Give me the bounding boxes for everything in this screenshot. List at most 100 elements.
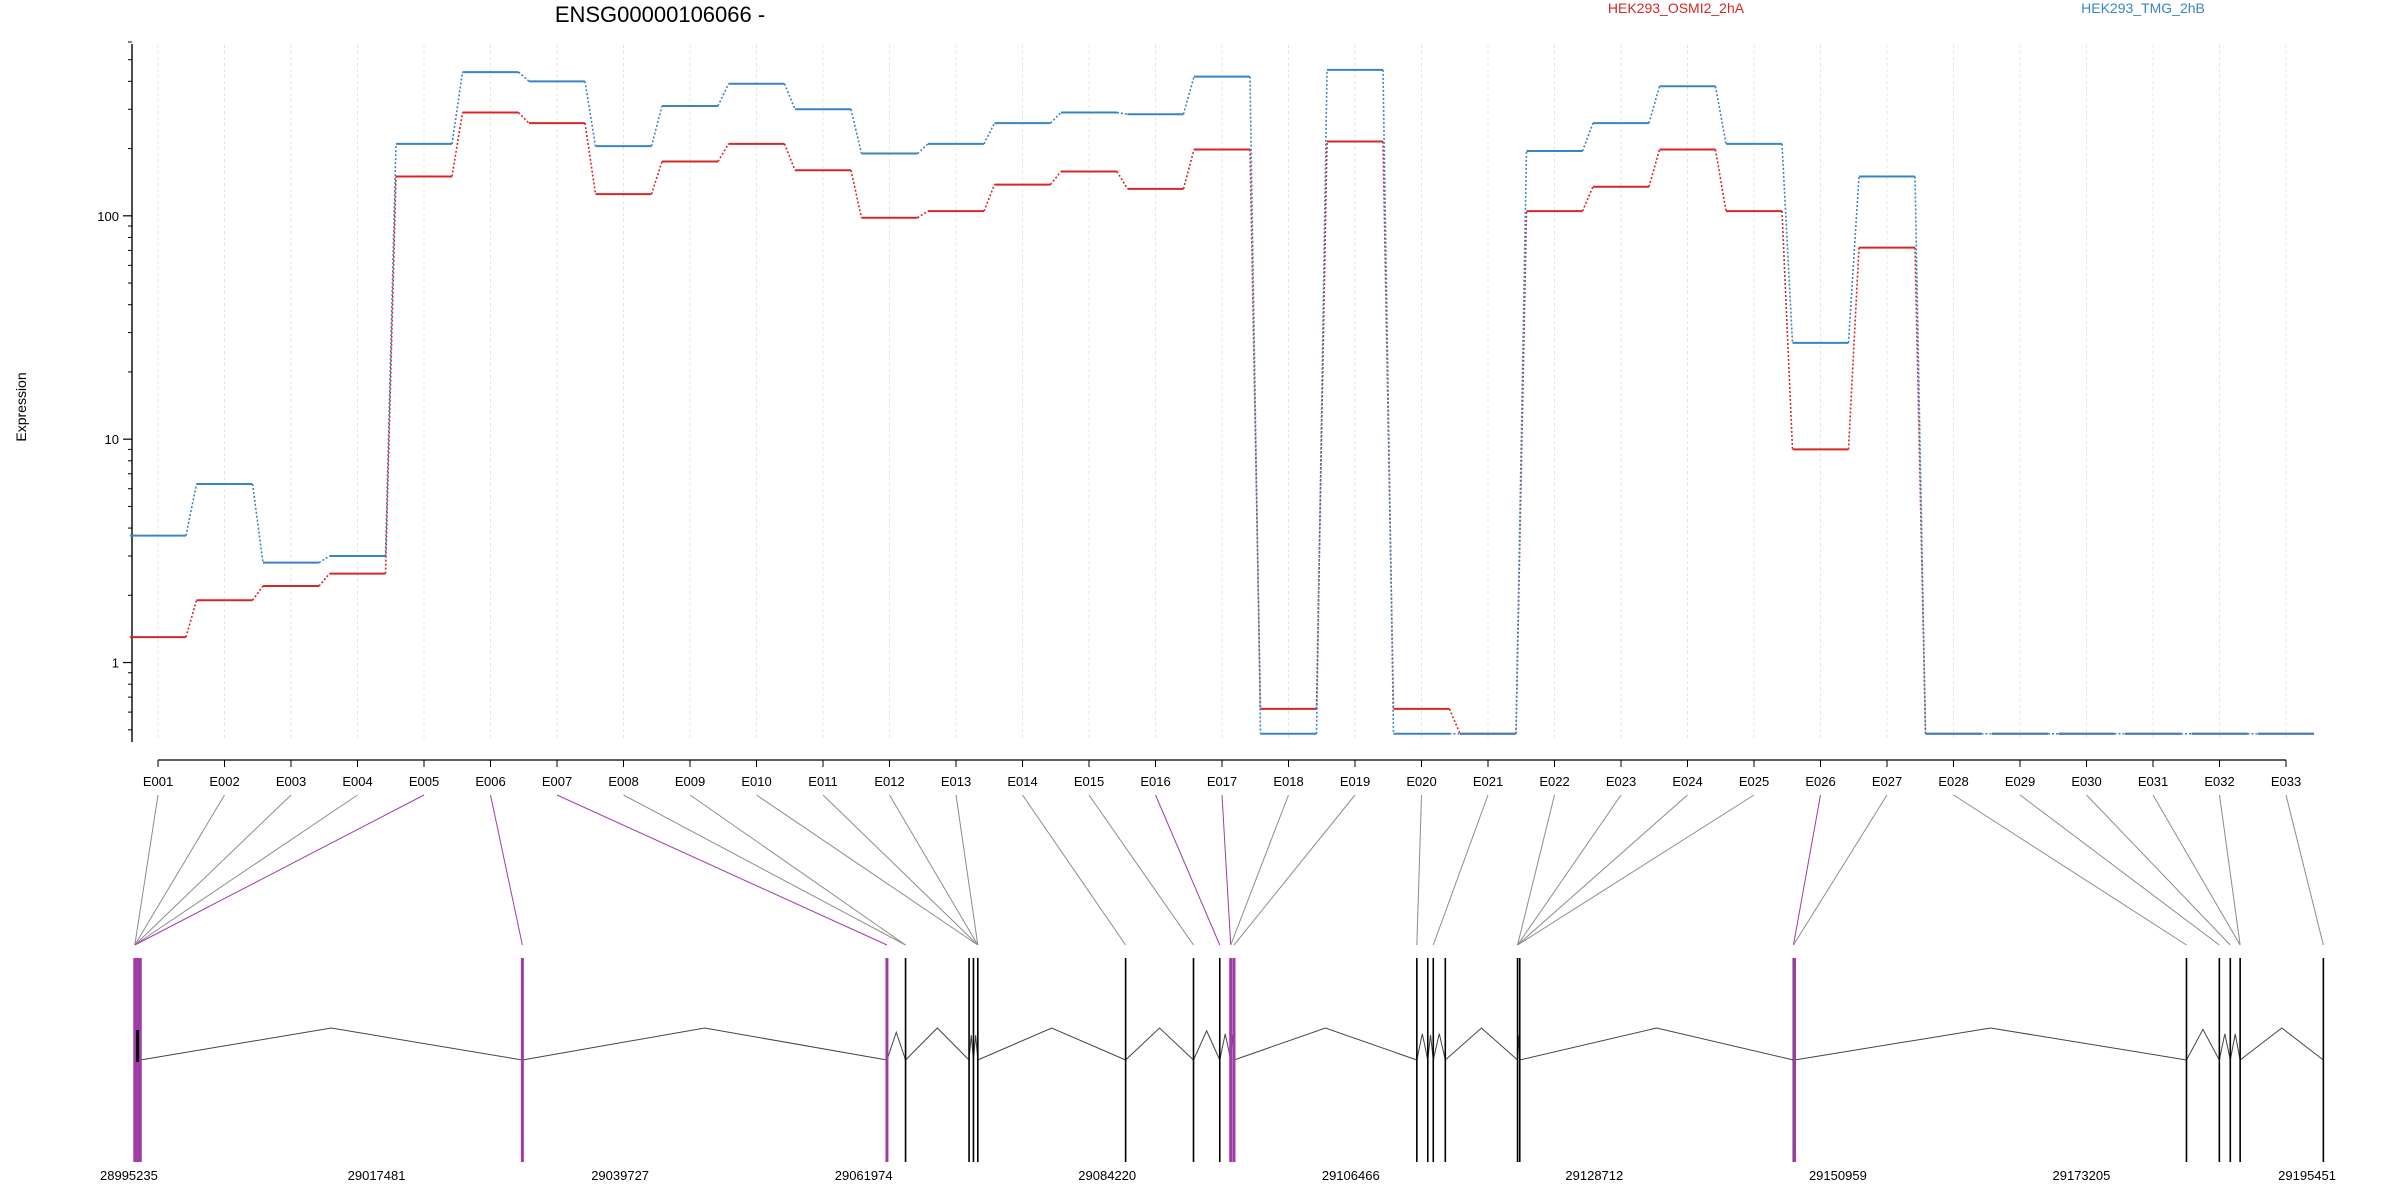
- x-tick-label: E002: [209, 774, 239, 789]
- coordinate-label: 29195451: [2278, 1168, 2336, 1183]
- connector: [689, 794, 906, 946]
- coordinate-label: 29039727: [591, 1168, 649, 1183]
- series-connector: [1847, 176, 1860, 343]
- series-connector: [1049, 111, 1062, 124]
- intron: [522, 1027, 888, 1061]
- coordinate-label: 29128712: [1565, 1168, 1623, 1183]
- series-connector: [1049, 170, 1062, 186]
- intron: [1444, 1027, 1518, 1061]
- y-tick-label: 10: [105, 432, 119, 447]
- series-connector: [251, 483, 264, 563]
- x-tick-label: E031: [2138, 774, 2168, 789]
- intron: [1193, 1029, 1221, 1061]
- series-connector: [318, 555, 330, 564]
- connector: [134, 794, 358, 946]
- intron: [2229, 1033, 2241, 1061]
- series-connector: [850, 170, 863, 218]
- series-connector: [1581, 186, 1594, 212]
- connector: [822, 794, 979, 946]
- connector: [623, 794, 906, 946]
- connector: [1230, 794, 1289, 946]
- intron: [1519, 1027, 1794, 1061]
- x-tick-label: E012: [874, 774, 904, 789]
- series-connector: [1116, 111, 1128, 116]
- legend-series-a: HEK293_OSMI2_2hA: [1608, 0, 1745, 16]
- coordinate-label: 29017481: [348, 1168, 406, 1183]
- connector: [955, 794, 979, 946]
- intron: [886, 1030, 907, 1061]
- connector-highlighted: [1792, 794, 1821, 946]
- series-connector: [1515, 151, 1528, 734]
- connector: [756, 794, 979, 946]
- y-tick-label: 1: [112, 656, 119, 671]
- series-connector: [1581, 122, 1594, 152]
- series-connector: [1648, 86, 1661, 124]
- series-connector: [717, 83, 730, 107]
- x-tick-label: E013: [941, 774, 971, 789]
- connector: [1517, 794, 1755, 946]
- connector-highlighted: [1155, 794, 1221, 946]
- x-tick-label: E001: [143, 774, 173, 789]
- series-connector: [1116, 171, 1129, 190]
- series-connector: [318, 573, 331, 587]
- intron: [1432, 1033, 1446, 1061]
- connector: [1432, 794, 1489, 946]
- x-tick-label: E010: [741, 774, 771, 789]
- series-connector: [1182, 76, 1195, 115]
- connector-highlighted: [134, 794, 425, 946]
- series-b: [130, 68, 2314, 735]
- series-connector: [783, 83, 796, 110]
- x-tick-label: E033: [2271, 774, 2301, 789]
- connector: [889, 794, 979, 946]
- connector: [2285, 794, 2324, 946]
- intron: [1427, 1034, 1434, 1061]
- connector: [1233, 794, 1356, 946]
- coordinate-axis: 28995235 29017481 29039727 29061974 29084220…: [100, 1168, 2336, 1183]
- series-connector: [650, 105, 663, 147]
- connector: [134, 794, 292, 946]
- x-tick-label: E021: [1473, 774, 1503, 789]
- connector: [1517, 794, 1555, 946]
- intron: [1125, 1027, 1194, 1061]
- x-tick-label: E005: [409, 774, 439, 789]
- connector: [2219, 794, 2241, 946]
- series-connector: [1648, 149, 1661, 187]
- exon-connectors: [134, 794, 2324, 946]
- connector: [1416, 794, 1422, 946]
- intron: [140, 1027, 523, 1061]
- x-tick-label: E027: [1872, 774, 1902, 789]
- series-connector: [917, 210, 929, 219]
- connector: [1517, 794, 1688, 946]
- x-tick-label: E024: [1672, 774, 1702, 789]
- series-connector: [1847, 247, 1860, 450]
- connector: [134, 794, 225, 946]
- legend-series-b: HEK293_TMG_2hB: [2081, 0, 2205, 16]
- x-tick-label: E026: [1805, 774, 1835, 789]
- connector: [2019, 794, 2220, 946]
- y-tick-label: 100: [97, 209, 119, 224]
- coordinate-label: 29061974: [835, 1168, 893, 1183]
- series-connector: [1781, 211, 1794, 450]
- series-connector: [1249, 76, 1262, 734]
- connector-highlighted: [1221, 794, 1232, 946]
- x-axis: E001 E002 E003 E004 E005 E006 E007 E008 E009 E010…: [143, 759, 2301, 789]
- intron: [977, 1027, 1126, 1061]
- series-connector: [916, 143, 929, 155]
- coordinate-label: 28995235: [100, 1168, 158, 1183]
- intron: [1794, 1027, 2187, 1061]
- series-connector: [1249, 149, 1262, 709]
- x-tick-label: E028: [1938, 774, 1968, 789]
- series-connector: [650, 161, 663, 195]
- series-connector: [983, 122, 996, 145]
- x-tick-label: E006: [475, 774, 505, 789]
- series-connector: [983, 184, 996, 212]
- connector: [1517, 794, 1622, 946]
- x-tick-label: E030: [2071, 774, 2101, 789]
- x-tick-label: E008: [608, 774, 638, 789]
- series-connector: [185, 483, 198, 536]
- connector: [1022, 794, 1127, 946]
- series-connector: [584, 81, 597, 147]
- series-connector: [384, 143, 397, 556]
- y-axis: 1 10 100: [97, 41, 133, 742]
